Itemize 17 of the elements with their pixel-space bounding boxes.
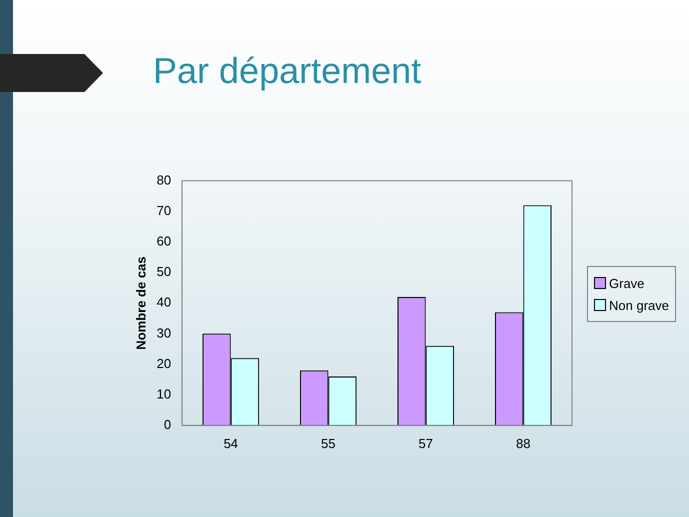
chart-title: Par département [153, 50, 422, 92]
y-tick-label: 80 [156, 172, 172, 188]
x-tick-label: 55 [321, 436, 336, 451]
x-tick-label: 57 [418, 436, 434, 451]
y-tick-label: 70 [156, 202, 172, 218]
y-tick-label: 20 [156, 356, 172, 371]
y-tick-label: 60 [156, 234, 172, 249]
y-axis-title: Nombre de cas [133, 256, 148, 350]
y-tick-label: 30 [156, 325, 172, 340]
legend-label: Grave [609, 276, 644, 290]
legend-label: Non grave [609, 298, 669, 312]
y-tick-label: 0 [164, 416, 172, 432]
y-tick-label: 10 [156, 386, 172, 402]
y-tick-label: 50 [156, 264, 172, 280]
x-tick-label: 54 [224, 436, 238, 451]
x-tick-label: 88 [516, 436, 530, 451]
y-tick-label: 40 [156, 294, 172, 310]
